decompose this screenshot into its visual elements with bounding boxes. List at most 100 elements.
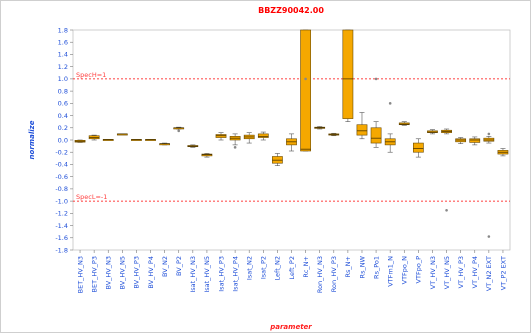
box-vt-p2-ext [497,148,509,157]
box-vt-n2-ext [483,132,495,238]
x-tick-label: BV_N2 [161,256,169,277]
x-tick-label: BV_HV_N5 [119,256,127,290]
x-tick-label: VTFpo_N [401,256,409,285]
box-bv-p2 [173,126,185,133]
y-tick-label: 0.6 [58,100,68,108]
box-body [300,29,311,152]
x-axis-label: parameter [269,323,312,331]
box-isat-hv-n3 [187,144,199,148]
box-rs-n- [342,29,354,122]
box-vt-hv-p3 [455,137,467,144]
box-rs-nw [356,112,368,140]
x-tick-label: BV_P2 [175,256,183,276]
spec-label: SpecH=1 [76,71,106,79]
x-tick-label: Isat_HV_N5 [203,256,211,293]
y-tick-label: 1.0 [58,75,68,83]
box-body [356,124,368,136]
x-tick-label: Rs_N+ [344,256,352,277]
box-body [469,138,481,143]
y-axis-label: normalize [28,120,36,159]
x-tick-label: Left_N2 [274,256,282,280]
box-outlier [445,208,448,212]
x-tick-label: VT_P2 EXT [499,256,507,290]
x-tick-label: Rs_NW [358,255,366,278]
x-tick-label: Ron_HV_N3 [316,256,324,293]
y-tick-label: 1.2 [58,63,68,71]
box-series [74,29,509,238]
box-outlier [304,77,307,81]
box-outlier [374,77,378,81]
box-bv-hv-p3 [131,139,142,141]
x-tick-label: BV_HV_P4 [147,256,155,289]
x-tick-label: Rc_N+ [302,256,310,278]
x-tick-label: VT_HV_N5 [443,256,451,289]
box-left-n2 [272,153,283,166]
box-isat-hv-p3 [215,132,227,141]
box-rs-po1 [370,77,382,148]
box-bv-hv-n5 [116,133,128,136]
box-body [370,127,382,144]
chart-title: BBZZ90042.00 [258,6,324,15]
box-outlier [487,235,491,238]
box-body [412,142,424,153]
box-bet-hv-n3 [74,139,86,143]
box-vtfm1-n [384,102,396,153]
spec-lines: SpecH=1 SpecL=-1 [73,71,510,202]
x-tick-label: Isat_P2 [260,256,268,279]
y-tick-label: 0.0 [58,136,68,144]
box-vtfpo-n [398,121,410,126]
x-tick-label: BET_HV_P3 [90,256,98,292]
box-outlier [233,146,237,149]
x-tick-label: VTFm1_N [386,256,394,287]
box-isat-hv-n5 [201,153,213,158]
box-ron-hv-n3 [314,126,326,130]
box-vt-hv-n3 [427,129,438,135]
y-tick-label: 1.6 [58,39,68,47]
y-tick-label: 0.8 [58,87,68,95]
box-outlier [177,129,181,133]
x-tick-label: VT_N2 EXT [485,256,493,291]
box-isat-hv-p4 [229,133,241,149]
y-tick-label: 0.2 [58,124,68,132]
box-left-p2 [286,133,297,152]
box-vtfpo-p [412,138,424,158]
box-outlier [388,102,392,105]
box-body [257,133,269,138]
y-tick-label: -0.4 [55,161,68,169]
x-tick-label: VT_HV_P3 [457,256,465,288]
y-tick-label: -1.6 [55,234,68,242]
box-vt-hv-p4 [469,136,481,146]
x-tick-label: VT_HV_N3 [429,256,437,289]
x-tick-label: Isat_HV_P3 [217,256,225,292]
box-bv-hv-p4 [145,139,156,141]
x-tick-label: Isat_HV_N3 [189,256,197,293]
y-tick-label: -0.8 [55,185,68,193]
box-vt-hv-n5 [441,128,452,212]
x-tick-label: BET_HV_N3 [76,256,84,293]
box-body [342,29,354,119]
y-tick-label: -0.2 [55,149,68,157]
box-outlier [487,132,491,136]
y-tick-label: -1.4 [55,222,68,230]
x-tick-label: BV_HV_P3 [133,256,141,289]
box-isat-n2 [243,132,255,144]
box-rc-n- [300,29,311,152]
box-ron-hv-p3 [328,132,340,137]
y-tick-label: -1.0 [55,197,68,205]
spec-label: SpecL=-1 [76,193,107,201]
box-isat-p2 [257,131,269,141]
x-tick-label: Rs_Po1 [372,256,380,279]
x-tick-label: Left_P2 [288,256,296,280]
y-axis-ticks: 1.8 1.6 1.4 1.2 1.0 0.8 0.6 0.4 0.2 0.0 -0.2 -0.4 -0… [55,26,73,254]
x-axis-ticks: BET_HV_N3 BET_HV_P3 BV_HV_N3 BV_HV_N5 BV_HV_… [76,250,507,293]
y-tick-label: -0.6 [55,173,68,181]
y-tick-label: -1.8 [55,246,68,254]
box-bet-hv-p3 [88,134,100,141]
box-bv-n2 [159,142,171,146]
x-tick-label: VT_HV_P4 [471,256,479,288]
x-tick-label: Isat_N2 [246,256,254,280]
x-tick-label: Isat_HV_P4 [231,256,239,292]
box-bv-hv-n3 [102,139,114,141]
